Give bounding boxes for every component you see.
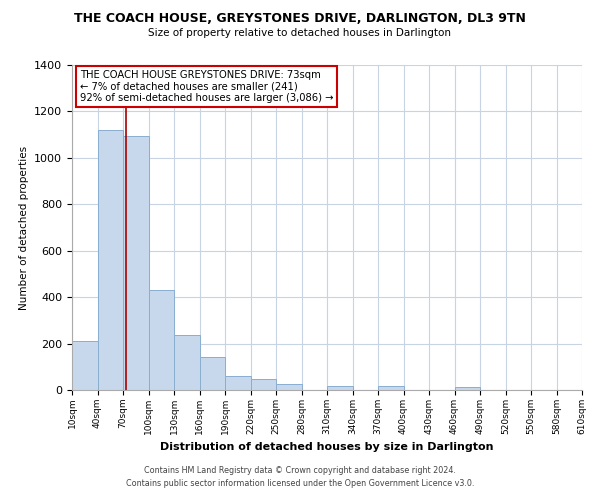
Bar: [174, 335, 199, 390]
Bar: [327, 386, 353, 390]
Bar: [276, 384, 302, 390]
Bar: [378, 386, 404, 390]
Bar: [251, 379, 276, 390]
Text: Contains HM Land Registry data © Crown copyright and database right 2024.
Contai: Contains HM Land Registry data © Crown c…: [126, 466, 474, 487]
Bar: [97, 130, 123, 390]
Text: Size of property relative to detached houses in Darlington: Size of property relative to detached ho…: [149, 28, 452, 38]
Bar: [455, 387, 480, 390]
Bar: [123, 136, 149, 390]
X-axis label: Distribution of detached houses by size in Darlington: Distribution of detached houses by size …: [160, 442, 494, 452]
Bar: [72, 341, 97, 390]
Bar: [149, 290, 174, 390]
Y-axis label: Number of detached properties: Number of detached properties: [19, 146, 29, 310]
Text: THE COACH HOUSE, GREYSTONES DRIVE, DARLINGTON, DL3 9TN: THE COACH HOUSE, GREYSTONES DRIVE, DARLI…: [74, 12, 526, 26]
Text: THE COACH HOUSE GREYSTONES DRIVE: 73sqm
← 7% of detached houses are smaller (241: THE COACH HOUSE GREYSTONES DRIVE: 73sqm …: [80, 70, 333, 103]
Bar: [225, 376, 251, 390]
Bar: [199, 357, 225, 390]
